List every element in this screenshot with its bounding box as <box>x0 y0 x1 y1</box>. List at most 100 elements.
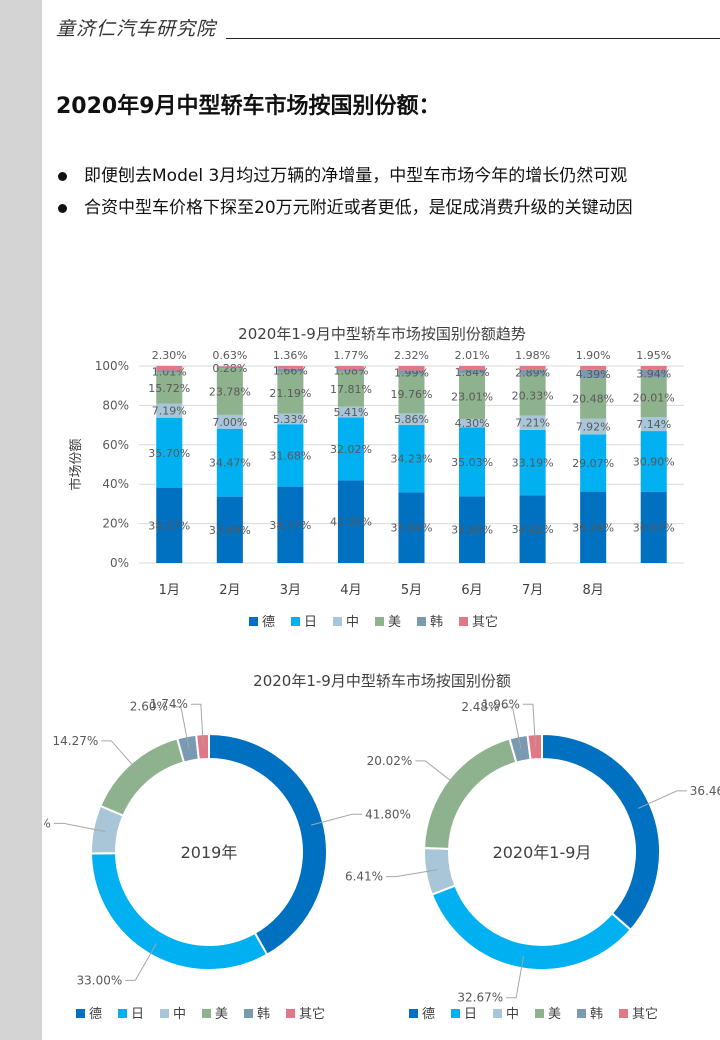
legend-label: 中 <box>173 1007 186 1022</box>
x-tick-label: 3月 <box>280 583 301 598</box>
donut-slice <box>541 732 661 932</box>
bullet-dot-icon <box>58 172 67 181</box>
data-label: 5.41% <box>333 406 368 419</box>
bar-segment <box>398 492 425 563</box>
header-org-name: 童济仁汽车研究院 <box>56 18 217 40</box>
bar-segment <box>398 374 425 414</box>
chart-title: 2020年1-9月中型轿车市场按国别份额趋势 <box>238 325 526 343</box>
bar-segment <box>156 488 183 563</box>
data-label: 38.07% <box>148 520 190 533</box>
leader-line <box>415 760 460 788</box>
data-label: 2.30% <box>152 349 187 362</box>
bar-segment <box>277 413 304 425</box>
bullet-text: 即便刨去Model 3月均过万辆的净增量，中型车市场今年的增长仍然可观 <box>84 166 628 186</box>
legend-swatch <box>417 617 426 626</box>
donut-center-label: 2019年 <box>181 843 238 862</box>
legend-swatch <box>459 617 468 626</box>
slice-label: 2.60% <box>130 700 168 714</box>
bullet-dot-icon <box>58 204 67 213</box>
bullet-item: 合资中型车价格下探至20万元附近或者更低，是促成消费升级的关键动因 <box>56 192 716 224</box>
bar-segment <box>216 367 243 369</box>
slice-label: 6.59% <box>44 816 51 830</box>
bar-segment <box>398 424 425 493</box>
legend-label: 美 <box>215 1007 228 1022</box>
data-label: 7.14% <box>636 418 671 431</box>
legend-label: 日 <box>304 615 317 630</box>
donut-slice <box>89 852 269 971</box>
data-label: 5.33% <box>273 413 308 426</box>
x-tick-label: 4月 <box>340 583 361 598</box>
data-label: 1.95% <box>636 349 671 362</box>
data-label: 1.77% <box>333 349 368 362</box>
bar-segment <box>398 413 425 425</box>
donut-slice <box>423 737 518 850</box>
data-label: 7.21% <box>515 417 550 430</box>
bar-segment <box>580 434 607 492</box>
bar-segment <box>277 366 304 369</box>
legend-swatch <box>451 1009 460 1018</box>
bar-segment <box>519 375 546 416</box>
bar-segment <box>640 377 667 418</box>
leader-line <box>310 813 363 826</box>
leader-line <box>386 869 439 878</box>
bar-segment <box>580 369 607 379</box>
legend-swatch <box>286 1009 295 1018</box>
donut-slice <box>195 732 210 761</box>
data-label: 33.80% <box>451 524 493 537</box>
data-label: 30.90% <box>633 456 675 469</box>
donut-slice <box>526 732 543 761</box>
x-tick-label: 1月 <box>159 583 180 598</box>
legend-label: 韩 <box>430 615 443 630</box>
legend-swatch <box>493 1009 502 1018</box>
data-label: 5.86% <box>394 413 429 426</box>
bar-segment <box>277 371 304 414</box>
bar-segment <box>459 373 486 419</box>
legend-label: 韩 <box>257 1007 270 1022</box>
legend-swatch <box>333 617 342 626</box>
data-label: 33.69% <box>209 524 251 537</box>
legend-label: 韩 <box>590 1007 603 1022</box>
data-label: 4.30% <box>455 417 490 430</box>
legend-label: 其它 <box>472 614 498 630</box>
data-label: 35.70% <box>148 447 190 460</box>
y-axis-label: 市场份额 <box>68 438 84 490</box>
data-label: 21.19% <box>269 387 311 400</box>
data-label: 32.02% <box>330 443 372 456</box>
legend-swatch <box>118 1009 127 1018</box>
data-label: 20.48% <box>572 393 614 406</box>
y-tick-label: 0% <box>110 556 129 570</box>
data-label: 1.98% <box>515 349 550 362</box>
y-tick-label: 40% <box>102 477 129 491</box>
x-tick-label: 6月 <box>461 583 482 598</box>
bar-segment <box>519 369 546 376</box>
leader-line <box>522 703 537 747</box>
bar-segment <box>216 368 243 415</box>
bar-segment <box>519 495 546 563</box>
bar-segment <box>398 366 425 371</box>
data-label: 1.36% <box>273 349 308 362</box>
legend-label: 德 <box>422 1007 435 1022</box>
bar-segment <box>277 486 304 563</box>
data-label: 2.01% <box>455 349 490 362</box>
bar-segment <box>580 418 607 435</box>
bar-segment <box>459 418 486 428</box>
data-label: 15.72% <box>148 382 190 395</box>
leader-line <box>170 706 190 749</box>
bar-segment <box>459 369 486 374</box>
leader-line <box>125 943 157 981</box>
bar-segment <box>156 403 183 418</box>
bar-segment <box>156 372 183 404</box>
data-label: 23.78% <box>209 386 251 399</box>
bar-segment <box>398 370 425 375</box>
data-label: 7.19% <box>152 405 187 418</box>
data-label: 1.90% <box>576 349 611 362</box>
data-label: 34.41% <box>512 523 554 536</box>
donut-slice <box>430 884 633 971</box>
legend-label: 中 <box>346 615 359 630</box>
legend-swatch <box>244 1009 253 1018</box>
data-label: 33.19% <box>512 457 554 470</box>
legend-swatch <box>619 1009 628 1018</box>
data-label: 34.47% <box>209 457 251 470</box>
leader-line <box>53 822 106 833</box>
bullet-list: 即便刨去Model 3月均过万辆的净增量，中型车市场今年的增长仍然可观 合资中型… <box>56 160 716 224</box>
